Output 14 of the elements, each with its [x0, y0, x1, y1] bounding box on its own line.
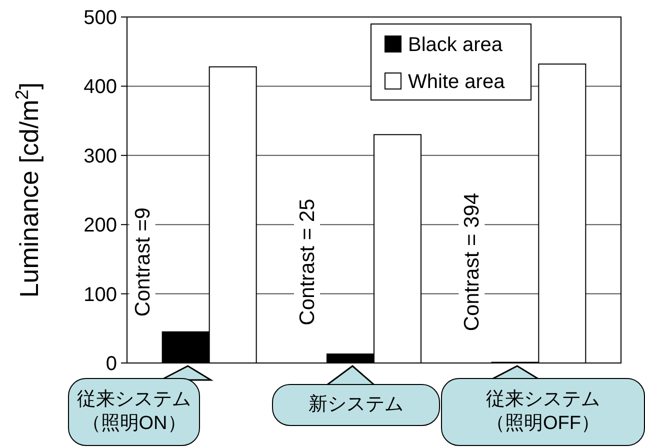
y-tick-label: 300: [84, 145, 117, 168]
y-tick-label: 400: [84, 76, 117, 98]
y-tick-label: 0: [106, 353, 117, 375]
annotation: Contrast = 394: [460, 192, 484, 332]
y-tick-label: 200: [84, 214, 117, 237]
legend-label: White area: [408, 71, 506, 93]
annotation: Contrast =9: [131, 207, 154, 317]
annotation: Contrast = 25: [296, 198, 319, 326]
legend-label: Black area: [408, 34, 504, 56]
y-tick-label: 100: [84, 284, 117, 306]
x-tick-label: 従来システム（照明ON）: [76, 388, 192, 436]
x-tick-label: 従来システム（照明OFF）: [485, 388, 601, 436]
x-tick-label: 新システム: [308, 393, 404, 417]
y-tick-label: 500: [84, 7, 117, 29]
